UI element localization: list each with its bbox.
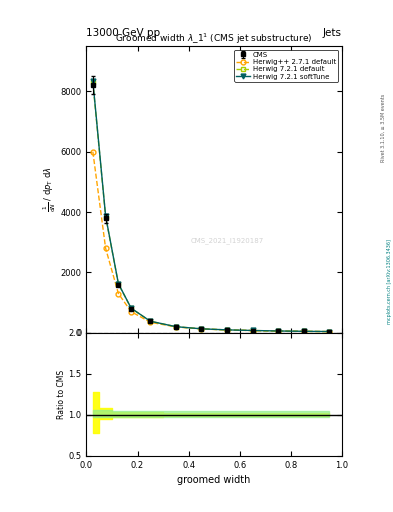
Herwig 7.2.1 default bbox=[301, 328, 306, 334]
Title: Groomed width $\lambda\_1^1$ (CMS jet substructure): Groomed width $\lambda\_1^1$ (CMS jet su… bbox=[116, 32, 313, 46]
Line: Herwig 7.2.1 softTune: Herwig 7.2.1 softTune bbox=[90, 78, 332, 334]
Herwig++ 2.7.1 default bbox=[103, 245, 108, 251]
X-axis label: groomed width: groomed width bbox=[178, 475, 251, 485]
Y-axis label: $\frac{1}{\mathrm{d}N}$ / $\mathrm{d}p_\mathrm{T}$ $\mathrm{d}\lambda$: $\frac{1}{\mathrm{d}N}$ / $\mathrm{d}p_\… bbox=[41, 166, 58, 212]
Herwig++ 2.7.1 default bbox=[199, 326, 204, 332]
Herwig 7.2.1 softTune bbox=[103, 213, 108, 219]
Herwig++ 2.7.1 default bbox=[301, 328, 306, 334]
Herwig 7.2.1 default bbox=[116, 281, 121, 287]
Herwig 7.2.1 default bbox=[103, 214, 108, 220]
Herwig++ 2.7.1 default bbox=[129, 309, 134, 315]
Herwig++ 2.7.1 default bbox=[90, 148, 95, 155]
Herwig 7.2.1 softTune bbox=[225, 327, 230, 333]
Herwig++ 2.7.1 default bbox=[276, 328, 281, 334]
Herwig 7.2.1 default bbox=[174, 324, 178, 330]
Line: Herwig 7.2.1 default: Herwig 7.2.1 default bbox=[90, 80, 332, 334]
Herwig 7.2.1 softTune bbox=[116, 281, 121, 287]
Herwig 7.2.1 softTune bbox=[276, 328, 281, 334]
Herwig 7.2.1 default bbox=[225, 327, 230, 333]
Text: Jets: Jets bbox=[323, 28, 342, 38]
Herwig 7.2.1 softTune bbox=[129, 305, 134, 311]
Herwig 7.2.1 default bbox=[199, 326, 204, 332]
Herwig++ 2.7.1 default bbox=[148, 319, 152, 325]
Herwig 7.2.1 softTune bbox=[174, 324, 178, 330]
Herwig 7.2.1 default bbox=[276, 328, 281, 334]
Herwig 7.2.1 default bbox=[129, 305, 134, 311]
Legend: CMS, Herwig++ 2.7.1 default, Herwig 7.2.1 default, Herwig 7.2.1 softTune: CMS, Herwig++ 2.7.1 default, Herwig 7.2.… bbox=[234, 50, 338, 82]
Herwig 7.2.1 softTune bbox=[327, 329, 332, 335]
Text: CMS_2021_I1920187: CMS_2021_I1920187 bbox=[190, 238, 264, 244]
Herwig++ 2.7.1 default bbox=[250, 328, 255, 334]
Herwig++ 2.7.1 default bbox=[174, 324, 178, 330]
Herwig 7.2.1 default bbox=[327, 329, 332, 335]
Herwig 7.2.1 default bbox=[250, 328, 255, 334]
Y-axis label: Ratio to CMS: Ratio to CMS bbox=[57, 370, 66, 419]
Herwig 7.2.1 softTune bbox=[301, 328, 306, 334]
Text: 13000 GeV pp: 13000 GeV pp bbox=[86, 28, 161, 38]
Line: Herwig++ 2.7.1 default: Herwig++ 2.7.1 default bbox=[90, 150, 332, 334]
Herwig 7.2.1 default bbox=[90, 79, 95, 86]
Herwig 7.2.1 softTune bbox=[199, 326, 204, 332]
Herwig 7.2.1 softTune bbox=[90, 78, 95, 84]
Text: Rivet 3.1.10, ≥ 3.5M events: Rivet 3.1.10, ≥ 3.5M events bbox=[381, 94, 386, 162]
Herwig 7.2.1 default bbox=[148, 318, 152, 324]
Herwig 7.2.1 softTune bbox=[148, 318, 152, 324]
Text: mcplots.cern.ch [arXiv:1306.3436]: mcplots.cern.ch [arXiv:1306.3436] bbox=[387, 239, 391, 324]
Herwig++ 2.7.1 default bbox=[116, 290, 121, 296]
Herwig 7.2.1 softTune bbox=[250, 327, 255, 333]
Herwig++ 2.7.1 default bbox=[327, 329, 332, 335]
Herwig++ 2.7.1 default bbox=[225, 327, 230, 333]
